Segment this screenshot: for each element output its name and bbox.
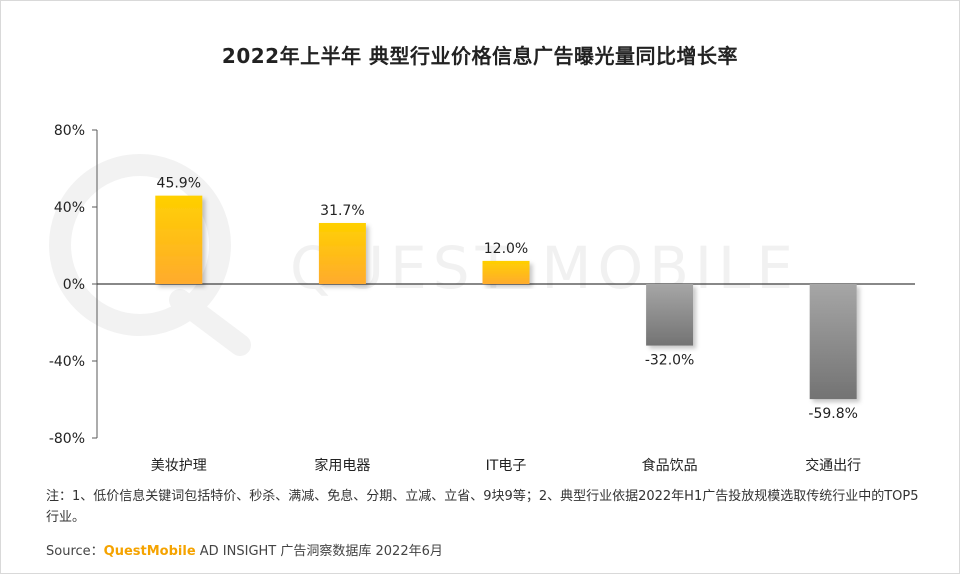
- x-category-label: 美妆护理: [151, 458, 207, 474]
- bar-5: [809, 284, 857, 400]
- watermark-text: QUEST MOBILE: [290, 234, 799, 302]
- source-text: AD INSIGHT 广告洞察数据库 2022年6月: [195, 544, 443, 559]
- watermark-logo-ring: [49, 154, 231, 336]
- bar-value-label: -32.0%: [645, 353, 695, 369]
- source-label: Source：: [46, 544, 104, 559]
- watermark: QUEST MOBILE: [49, 154, 799, 356]
- bar-value-label: 31.7%: [320, 203, 364, 219]
- bar-value-label: 12.0%: [484, 241, 528, 257]
- y-tick-label: -40%: [49, 354, 85, 370]
- y-tick-label: 80%: [54, 123, 85, 139]
- x-category-label: 食品饮品: [642, 457, 698, 474]
- y-tick-label: 40%: [54, 200, 85, 216]
- bar-3: [482, 260, 530, 284]
- x-category-label: 交通出行: [805, 457, 861, 474]
- x-category-label: IT电子: [486, 458, 527, 474]
- x-category-label: 家用电器: [314, 457, 370, 474]
- value-labels: 45.9% 美妆护理 31.7% 家用电器 12.0% IT电子 -32.0% 食品饮品 -59…: [151, 176, 861, 474]
- y-tick-label: 0%: [63, 277, 85, 293]
- bar-2: [318, 222, 366, 284]
- bar-value-label: -59.8%: [808, 406, 858, 422]
- bar-value-label: 45.9%: [157, 176, 201, 192]
- bars: [155, 195, 857, 400]
- bar-1: [155, 195, 203, 284]
- y-tick-label: -80%: [49, 431, 85, 447]
- watermark-logo-tail: [169, 289, 251, 356]
- source-line: Source：QuestMobile AD INSIGHT 广告洞察数据库 20…: [46, 540, 443, 559]
- bar-4: [646, 284, 694, 346]
- footnote: 注：1、低价信息关键词包括特价、秒杀、满减、免息、分期、立减、立省、9块9等；2…: [46, 489, 919, 525]
- chart-title: 2022年上半年 典型行业价格信息广告曝光量同比增长率: [221, 44, 739, 68]
- source-brand: QuestMobile: [103, 544, 196, 559]
